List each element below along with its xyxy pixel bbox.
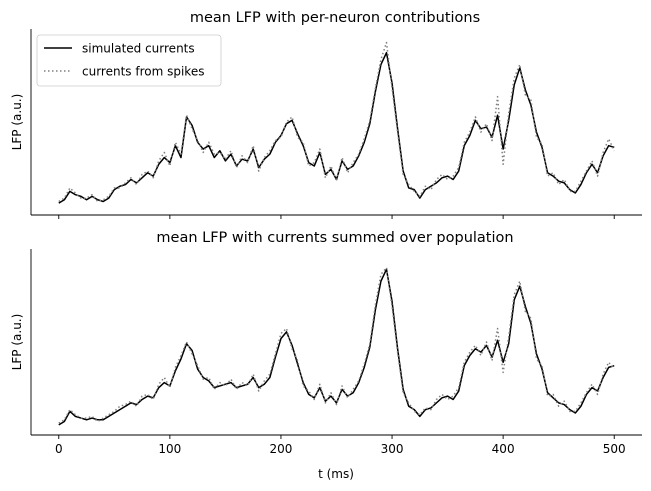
bottom-panel-x-tick-label: 0 bbox=[55, 442, 63, 456]
bottom-panel-series-simulated-currents-line bbox=[58, 268, 615, 426]
legend-frame bbox=[36, 34, 222, 87]
bottom-panel-x-tick-label: 500 bbox=[603, 442, 626, 456]
bottom-panel-x-tick-label: 400 bbox=[492, 442, 515, 456]
top-panel: mean LFP with per-neuron contributions L… bbox=[10, 10, 642, 219]
bottom-panel-x-tick-label: 100 bbox=[158, 442, 181, 456]
top-panel-title: mean LFP with per-neuron contributions bbox=[190, 10, 480, 26]
bottom-panel-xlabel: t (ms) bbox=[318, 467, 354, 481]
bottom-panel-series-currents-from-spikes-line bbox=[58, 266, 615, 424]
bottom-panel-x-tick-label: 300 bbox=[381, 442, 404, 456]
legend: simulated currents currents from spikes bbox=[36, 34, 222, 87]
bottom-panel-x-tick-label: 200 bbox=[270, 442, 293, 456]
legend-label-currents-from-spikes: currents from spikes bbox=[82, 65, 204, 79]
bottom-panel: mean LFP with currents summed over popul… bbox=[10, 230, 642, 481]
bottom-panel-x-ticks: 0 100 200 300 400 500 bbox=[55, 435, 626, 456]
top-panel-x-ticks bbox=[58, 215, 615, 219]
top-panel-series bbox=[58, 41, 615, 204]
bottom-panel-ylabel: LFP (a.u.) bbox=[10, 314, 24, 371]
top-panel-series-currents-from-spikes-line bbox=[58, 41, 615, 203]
top-panel-ylabel: LFP (a.u.) bbox=[10, 94, 24, 151]
legend-label-simulated-currents: simulated currents bbox=[82, 42, 195, 56]
bottom-panel-title: mean LFP with currents summed over popul… bbox=[156, 230, 513, 246]
bottom-panel-series bbox=[58, 266, 615, 426]
